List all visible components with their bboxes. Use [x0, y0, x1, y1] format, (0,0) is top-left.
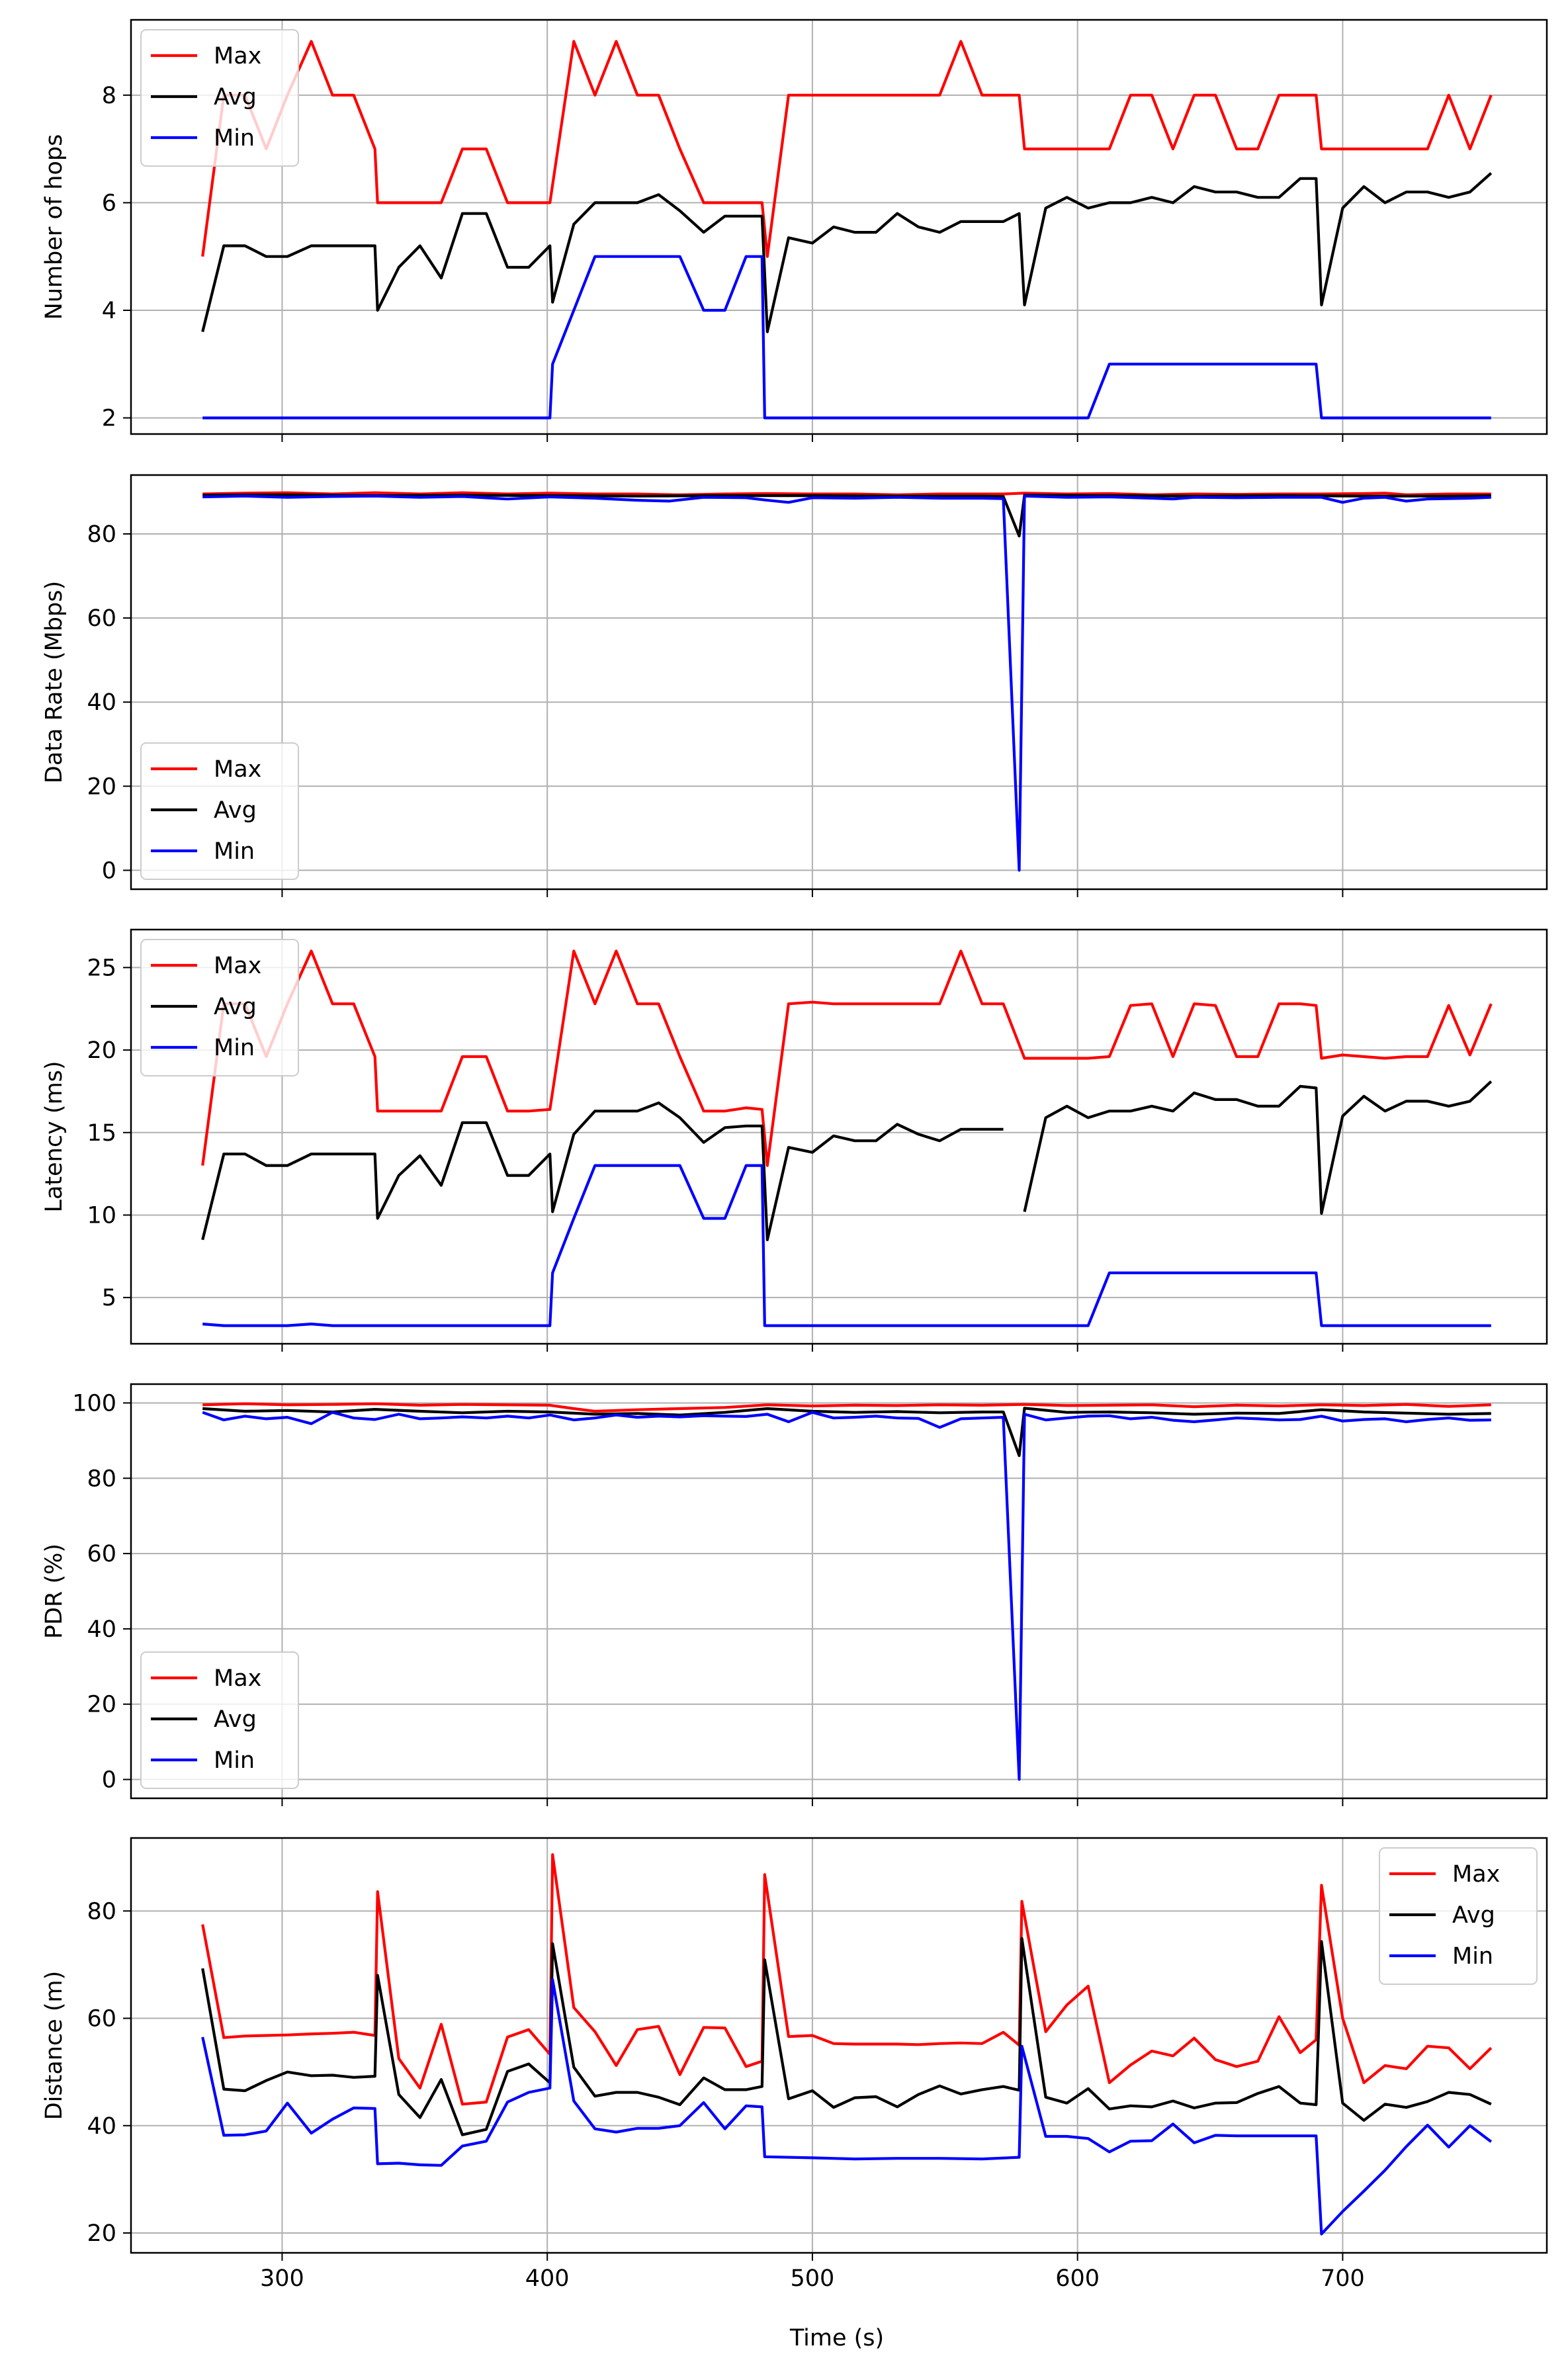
legend-label-max: Max — [214, 953, 261, 979]
legend-box — [1379, 1847, 1538, 1985]
plot-frame — [130, 1837, 1548, 2254]
legend-label-avg: Avg — [1452, 1902, 1495, 1929]
legend-label-avg: Avg — [214, 84, 257, 110]
plot-frame — [130, 928, 1548, 1345]
legend-box — [140, 939, 299, 1076]
series-line-avg — [201, 172, 1493, 333]
series-line-max — [201, 1853, 1493, 2106]
plot-frame — [130, 19, 1548, 435]
y-tick-label: 40 — [87, 2113, 116, 2140]
series-group — [201, 1853, 1493, 2236]
legend-label-max: Max — [214, 756, 261, 783]
legend-label-max: Max — [1452, 1861, 1500, 1888]
y-tick-label: 20 — [87, 1037, 116, 1064]
y-tick-label: 20 — [87, 1692, 116, 1718]
series-line-min — [202, 255, 1491, 419]
plot-frame — [130, 1383, 1548, 1800]
x-tick-label: 400 — [525, 2265, 570, 2292]
subplot-3: 5 10 15 20 25 Latency (ms) Max Avg Min — [41, 928, 1548, 1352]
y-tick-label: 40 — [87, 689, 116, 716]
y-tick-label: 4 — [102, 298, 116, 324]
y-axis-label: PDR (%) — [41, 1544, 67, 1639]
y-tick-label: 25 — [87, 955, 116, 981]
y-tick-label: 20 — [87, 773, 116, 800]
legend-box — [140, 1651, 299, 1789]
y-axis-label: Number of hops — [41, 134, 67, 320]
legend-label-max: Max — [214, 1665, 261, 1692]
series-line-avg — [201, 1080, 1493, 1241]
series-group — [202, 491, 1491, 872]
y-tick-label: 8 — [102, 83, 116, 109]
y-tick-label: 0 — [102, 857, 116, 884]
y-tick-label: 0 — [102, 1767, 116, 1794]
y-tick-label: 2 — [102, 406, 116, 432]
series-group — [201, 40, 1493, 419]
y-tick-label: 5 — [102, 1285, 116, 1311]
legend-label-avg: Avg — [214, 797, 257, 824]
y-tick-label: 100 — [72, 1390, 116, 1417]
x-tick-label: 300 — [260, 2265, 304, 2292]
series-line-max — [201, 949, 1493, 1167]
legend-label-min: Min — [214, 125, 255, 152]
legend-label-avg: Avg — [214, 994, 257, 1020]
legend-label-min: Min — [214, 1747, 255, 1774]
y-tick-label: 80 — [87, 521, 116, 548]
subplots: 2 4 6 8 Number of hops Max Avg Min 0 20 40 60 80 Data… — [41, 19, 1548, 2292]
series-group — [201, 949, 1493, 1327]
y-tick-label: 10 — [87, 1202, 116, 1229]
series-line-max — [201, 40, 1493, 258]
y-axis-label: Latency (ms) — [41, 1061, 67, 1212]
x-axis-label: Time (s) — [789, 2325, 884, 2351]
y-tick-label: 40 — [87, 1616, 116, 1643]
legend: Max Avg Min — [140, 742, 299, 880]
series-line-avg — [202, 1407, 1491, 1458]
legend-label-avg: Avg — [214, 1706, 257, 1733]
subplot-1: 2 4 6 8 Number of hops Max Avg Min — [41, 19, 1548, 442]
y-tick-label: 15 — [87, 1120, 116, 1147]
y-tick-label: 60 — [87, 2006, 116, 2033]
legend: Max Avg Min — [140, 1651, 299, 1789]
legend-box — [140, 742, 299, 880]
y-tick-label: 60 — [87, 1541, 116, 1567]
y-axis-label: Distance (m) — [41, 1971, 67, 2121]
legend-label-min: Min — [1452, 1943, 1493, 1970]
x-tick-label: 500 — [791, 2265, 835, 2292]
legend-label-min: Min — [214, 1035, 255, 1061]
subplot-4: 0 20 40 60 80 100 PDR (%) Max Avg Min — [41, 1383, 1548, 1806]
legend-box — [140, 29, 299, 167]
y-tick-label: 20 — [87, 2220, 116, 2247]
legend: Max Avg Min — [140, 939, 299, 1076]
subplot-5: 300 400 500 600 700 20 40 60 80 Distance (m) Max Av… — [41, 1837, 1548, 2292]
y-axis-label: Data Rate (Mbps) — [41, 581, 67, 783]
series-line-min — [202, 1164, 1491, 1327]
series-line-min — [202, 1411, 1491, 1781]
legend: Max Avg Min — [140, 29, 299, 167]
legend-label-min: Min — [214, 838, 255, 865]
x-tick-label: 600 — [1055, 2265, 1100, 2292]
series-line-min — [202, 494, 1491, 872]
y-tick-label: 6 — [102, 190, 116, 216]
y-tick-label: 80 — [87, 1898, 116, 1925]
series-line-max — [202, 1402, 1491, 1413]
subplot-2: 0 20 40 60 80 Data Rate (Mbps) Max Avg Min — [41, 474, 1548, 897]
legend: Max Avg Min — [1379, 1847, 1538, 1985]
x-tick-label: 700 — [1321, 2265, 1365, 2292]
y-tick-label: 80 — [87, 1465, 116, 1492]
plot-frame — [130, 474, 1548, 891]
series-line-avg — [201, 1937, 1492, 2136]
series-line-min — [201, 1978, 1493, 2236]
series-group — [202, 1402, 1491, 1781]
legend-label-max: Max — [214, 43, 261, 69]
y-tick-label: 60 — [87, 605, 116, 632]
